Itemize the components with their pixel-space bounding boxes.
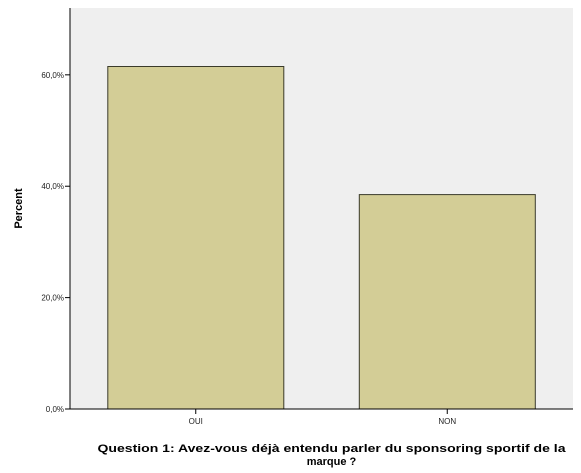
y-tick-label: 20,0% [41,294,64,303]
x-axis-title-line-1: Question 1: Avez-vous déjà entendu parle… [98,443,567,455]
bar-non [358,194,536,410]
y-tick-label: 40,0% [41,182,64,191]
bar-oui [107,66,285,410]
bars-layer [107,66,536,410]
axes-layer [65,8,573,414]
x-tick-label: OUI [189,417,203,426]
y-axis-title: Percent [13,188,25,229]
y-tick-label: 0,0% [46,405,64,414]
x-tick-label: NON [438,417,456,426]
y-tick-label: 60,0% [41,71,64,80]
labels-layer: 0,0% 20,0% 40,0% 60,0% OUI NON [41,71,456,426]
x-axis-title-line-2: marque ? [307,456,357,468]
